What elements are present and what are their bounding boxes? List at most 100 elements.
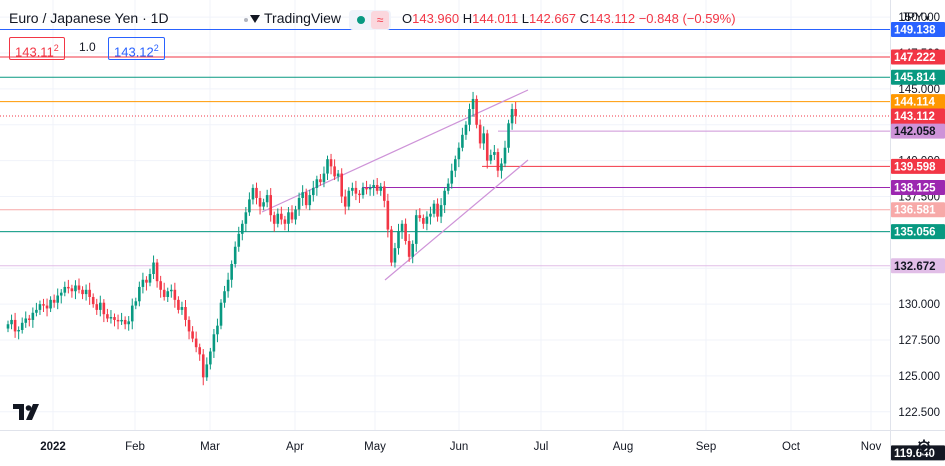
candle-body xyxy=(209,351,212,365)
lower-trendline[interactable] xyxy=(384,159,529,281)
x-tick-label: Nov xyxy=(861,441,882,453)
candle-body xyxy=(212,334,216,352)
candle-body xyxy=(49,299,52,309)
candle-body xyxy=(333,166,336,177)
candle-body xyxy=(319,179,322,183)
currency-selector[interactable]: JPY ▾ xyxy=(901,10,930,24)
candle-body xyxy=(294,209,297,220)
buy-button[interactable]: 143.122 xyxy=(108,37,165,60)
candle-body xyxy=(390,229,393,263)
price-label: 135.056 xyxy=(894,227,936,239)
candle-body xyxy=(351,187,354,191)
candle-body xyxy=(205,364,209,378)
x-tick-label: Mar xyxy=(200,441,220,453)
buy-price: 143.12 xyxy=(114,44,154,60)
wave-icon: ≈ xyxy=(371,11,389,29)
price-label: 132.672 xyxy=(894,261,936,273)
candle-body xyxy=(457,147,461,160)
candle-body xyxy=(184,307,187,320)
symbol-title[interactable]: Euro / Japanese Yen · 1D xyxy=(9,10,169,26)
candle-body xyxy=(127,321,130,325)
candle-body xyxy=(429,213,432,217)
candle-body xyxy=(198,347,201,355)
candle-body xyxy=(365,187,368,190)
candle-body xyxy=(244,212,248,224)
candle-body xyxy=(347,190,351,207)
candle-body xyxy=(67,286,70,289)
candle-body xyxy=(42,304,45,306)
x-tick-label: Oct xyxy=(782,441,801,453)
candles xyxy=(6,91,517,386)
candle-body xyxy=(297,197,301,210)
level-lines xyxy=(0,29,890,267)
candle-body xyxy=(28,318,31,320)
candle-body xyxy=(393,248,397,263)
price-label: 142.058 xyxy=(894,126,936,138)
y-tick-label: 145.000 xyxy=(898,84,940,96)
candle-body xyxy=(461,134,464,148)
price-label-bg xyxy=(891,22,945,38)
candle-body xyxy=(312,187,315,196)
separator-dot xyxy=(244,18,248,22)
x-tick-label: Jun xyxy=(450,441,469,453)
price-label-bg xyxy=(891,180,945,196)
candle-body xyxy=(383,186,386,201)
price-label: 119.640 xyxy=(894,448,935,460)
candle-body xyxy=(386,200,390,230)
candle-body xyxy=(304,192,308,206)
candle-body xyxy=(6,324,10,329)
candle-body xyxy=(155,262,159,282)
candle-body xyxy=(336,173,340,177)
candle-body xyxy=(102,302,106,315)
candle-body xyxy=(201,354,205,378)
price-label-bg xyxy=(891,258,945,274)
candle-body xyxy=(407,241,411,257)
candle-body xyxy=(130,305,134,322)
candle-body xyxy=(489,154,493,161)
candle-body xyxy=(10,319,13,325)
candle-body xyxy=(422,218,425,224)
price-label-bg xyxy=(891,224,945,240)
x-tick-label: Feb xyxy=(125,441,145,453)
candle-body xyxy=(81,289,84,295)
candle-body xyxy=(216,325,219,335)
candle-body xyxy=(20,322,24,330)
y-tick-label: 130.000 xyxy=(898,299,940,311)
candle-body xyxy=(77,285,81,290)
candle-body xyxy=(170,289,173,292)
candle-body xyxy=(91,296,95,305)
price-label-bg xyxy=(891,94,945,110)
candle-body xyxy=(162,289,166,297)
candle-body xyxy=(372,185,375,188)
candle-body xyxy=(283,219,287,224)
candle-body xyxy=(454,159,457,171)
sell-price: 143.11 xyxy=(15,44,54,60)
candle-body xyxy=(290,212,294,220)
candle-body xyxy=(24,318,28,323)
candle-body xyxy=(507,123,510,148)
candle-body xyxy=(340,173,343,197)
candle-body xyxy=(262,202,265,207)
candle-body xyxy=(326,159,329,174)
candle-body xyxy=(237,233,241,247)
candle-body xyxy=(503,147,507,164)
candle-body xyxy=(436,203,439,217)
candle-body xyxy=(17,329,20,332)
price-label-bg xyxy=(891,123,945,139)
price-label-bg xyxy=(891,69,945,85)
candle-body xyxy=(418,215,422,219)
sell-price-sup: 2 xyxy=(53,43,59,53)
gear-icon[interactable] xyxy=(916,439,932,455)
sell-button[interactable]: 143.112 xyxy=(9,37,65,60)
candle-body xyxy=(233,246,237,264)
market-status-pill[interactable]: ≈ xyxy=(349,10,391,30)
candle-body xyxy=(84,289,88,295)
ohlc-low-label: L xyxy=(521,11,530,26)
candle-body xyxy=(116,319,120,322)
price-label: 144.114 xyxy=(894,97,936,109)
candle-body xyxy=(354,187,358,194)
candle-body xyxy=(180,307,184,310)
